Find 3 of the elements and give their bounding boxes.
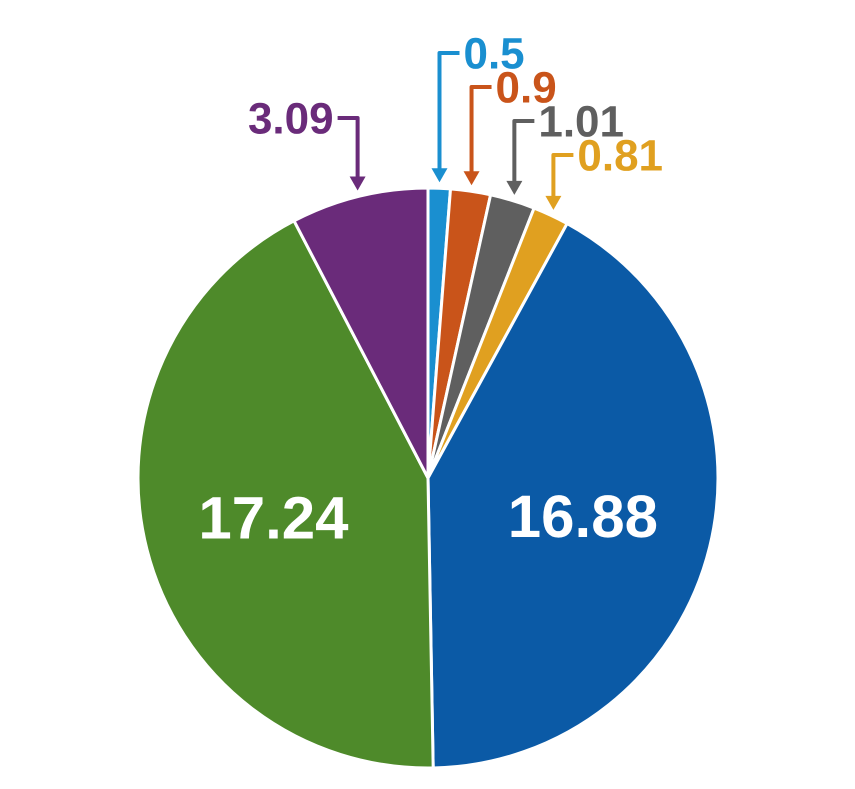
data-label: 3.09 <box>248 94 334 144</box>
data-label: 16.88 <box>508 483 658 550</box>
data-label: 17.24 <box>198 484 350 552</box>
